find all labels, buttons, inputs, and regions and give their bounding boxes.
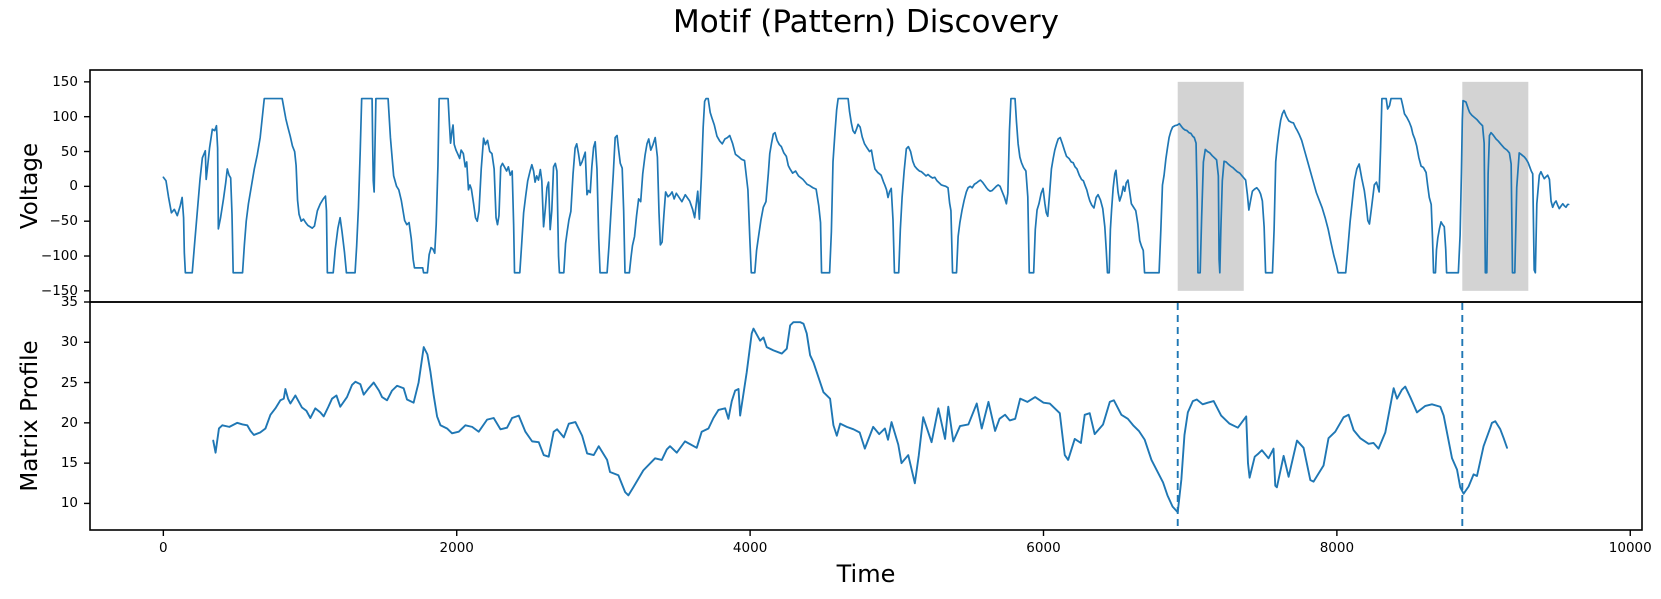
- voltage-tick-label: 0: [69, 178, 78, 195]
- x-tick-label: 2000: [439, 540, 474, 556]
- chart-title: Motif (Pattern) Discovery: [673, 4, 1059, 40]
- voltage-tick-label: −50: [49, 213, 79, 230]
- matrix-profile-tick-label: 20: [60, 414, 78, 431]
- x-tick-label: 8000: [1319, 540, 1355, 556]
- voltage-tick-label: −100: [40, 248, 78, 265]
- x-tick-label: 4000: [732, 540, 768, 556]
- matrix-profile-tick-label: 25: [60, 374, 78, 391]
- matrix-profile-tick-label: 30: [60, 334, 78, 351]
- x-tick-label: 0: [159, 540, 168, 556]
- time-axis-label: Time: [836, 560, 896, 588]
- voltage-tick-label: −150: [40, 282, 78, 299]
- voltage-tick-label: 150: [52, 73, 78, 90]
- x-tick-label: 6000: [1026, 540, 1061, 556]
- matrix-profile-tick-label: 35: [60, 294, 78, 310]
- voltage-tick-label: 100: [52, 108, 78, 125]
- voltage-tick-label: 50: [60, 143, 78, 160]
- matrix-profile-tick-label: 10: [60, 495, 78, 512]
- matrix-profile-tick-label: 15: [60, 455, 78, 472]
- x-tick-label: 10000: [1608, 540, 1652, 556]
